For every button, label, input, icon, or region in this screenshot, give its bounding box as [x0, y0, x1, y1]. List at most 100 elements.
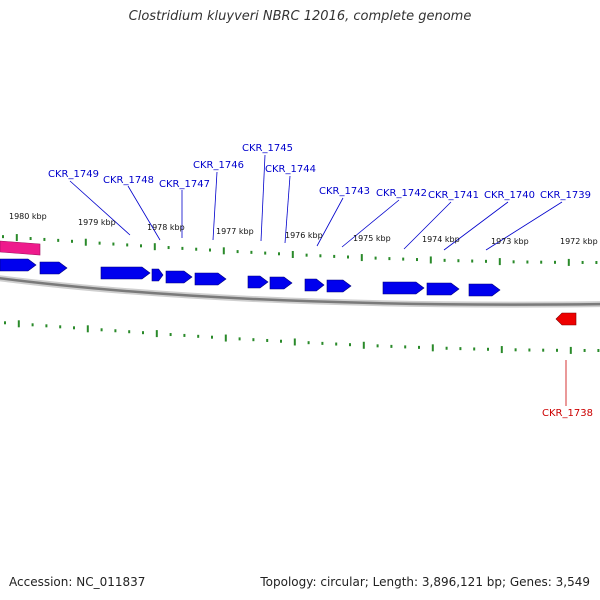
- tick-mark: [583, 348, 586, 352]
- tick-mark: [542, 348, 545, 352]
- tick-mark: [73, 326, 75, 330]
- tick-mark: [195, 247, 198, 251]
- tick-mark: [252, 338, 255, 342]
- gene-label[interactable]: CKR_1743: [319, 186, 370, 197]
- forward-gene-arrow: [468, 283, 501, 297]
- tick-mark: [266, 338, 269, 342]
- tick-mark: [264, 251, 267, 255]
- tick-mark: [362, 341, 365, 349]
- tick-mark: [526, 260, 529, 264]
- leader-line: [260, 154, 266, 242]
- forward-gene-arrow: [326, 279, 352, 293]
- tick-mark: [183, 333, 186, 337]
- tick-marks-inner: [4, 320, 600, 354]
- tick-mark: [84, 238, 87, 246]
- tick-mark: [181, 246, 184, 250]
- tick-mark: [59, 325, 62, 329]
- scale-labels: 1980 kbp 1979 kbp 1978 kbp 1977 kbp 1976…: [9, 212, 598, 246]
- tick-mark: [335, 342, 338, 346]
- tick-mark: [293, 338, 296, 346]
- tick-mark: [319, 254, 322, 258]
- gene-label[interactable]: CKR_1746: [193, 160, 244, 171]
- leader-line: [127, 185, 161, 241]
- leader-line: [403, 201, 452, 250]
- scale-label: 1978 kbp: [147, 223, 185, 232]
- scale-label: 1974 kbp: [422, 235, 460, 244]
- gene-label[interactable]: CKR_1741: [428, 190, 479, 201]
- reverse-gene-arrow: [555, 312, 577, 326]
- tick-mark: [487, 347, 489, 351]
- tick-mark: [250, 250, 253, 254]
- forward-gene-arrow: [0, 258, 37, 272]
- tick-mark: [333, 254, 336, 258]
- tick-mark: [307, 341, 310, 345]
- tick-mark: [443, 258, 446, 262]
- forward-gene-arrow: [165, 270, 193, 284]
- leader-line: [316, 197, 344, 247]
- tick-mark: [114, 329, 117, 333]
- tick-mark: [153, 243, 156, 251]
- tick-mark: [374, 256, 377, 260]
- forward-gene-arrow: [194, 272, 227, 286]
- tick-mark: [347, 255, 349, 259]
- gene-label[interactable]: CKR_1739: [540, 190, 591, 201]
- tick-mark: [197, 334, 200, 338]
- tick-mark: [128, 330, 131, 334]
- tick-mark: [569, 346, 572, 354]
- tick-mark: [238, 337, 241, 341]
- gene-label[interactable]: CKR_1744: [265, 164, 316, 175]
- tick-mark: [528, 348, 531, 352]
- tick-mark: [431, 344, 434, 352]
- gene-label[interactable]: CKR_1749: [48, 169, 99, 180]
- gene-label[interactable]: CKR_1748: [103, 175, 154, 186]
- tick-mark: [597, 348, 600, 352]
- tick-mark: [112, 242, 115, 246]
- scale-label: 1976 kbp: [285, 231, 323, 240]
- tick-mark: [485, 259, 487, 263]
- gene-label[interactable]: CKR_1742: [376, 188, 427, 199]
- gene-label[interactable]: CKR_1747: [159, 179, 210, 190]
- tick-mark: [209, 248, 211, 252]
- forward-gene-arrow: [382, 281, 425, 295]
- tick-mark: [404, 345, 407, 349]
- tick-mark: [321, 341, 324, 345]
- gene-label[interactable]: CKR_1745: [242, 143, 293, 154]
- tick-mark: [140, 244, 142, 248]
- tick-mark: [31, 323, 34, 327]
- tick-mark: [236, 250, 239, 254]
- tick-mark: [29, 237, 32, 241]
- tick-mark: [169, 333, 172, 337]
- gene-track: [0, 240, 577, 326]
- tick-mark: [98, 241, 101, 245]
- tick-mark: [376, 344, 379, 348]
- tick-mark: [514, 348, 517, 352]
- scale-label: 1972 kbp: [560, 237, 598, 246]
- leader-line: [69, 180, 131, 236]
- gene-label[interactable]: CKR_1740: [484, 190, 535, 201]
- tick-mark: [126, 243, 129, 247]
- gene-labels: CKR_1749 CKR_1748 CKR_1747 CKR_1746 CKR_…: [48, 143, 593, 419]
- tick-mark: [222, 247, 225, 255]
- scale-label: 1977 kbp: [216, 227, 254, 236]
- tick-mark: [459, 347, 462, 351]
- tick-mark: [278, 252, 280, 256]
- tick-mark: [457, 259, 460, 263]
- forward-gene-arrow: [100, 266, 151, 280]
- gene-label[interactable]: CKR_1738: [542, 408, 593, 419]
- accession-text: Accession: NC_011837: [9, 575, 146, 589]
- scale-label: 1975 kbp: [353, 234, 391, 243]
- tick-mark: [224, 334, 227, 342]
- label-leader-lines: [69, 154, 567, 406]
- leader-line: [284, 175, 291, 244]
- tick-mark: [155, 330, 158, 338]
- tick-mark: [390, 344, 393, 348]
- tick-mark: [429, 256, 432, 264]
- tick-mark: [71, 239, 73, 243]
- tick-mark: [15, 234, 18, 242]
- tick-mark: [211, 335, 213, 339]
- map-title: Clostridium kluyveri NBRC 12016, complet…: [128, 9, 472, 24]
- forward-gene-arrow: [151, 268, 164, 282]
- tick-mark: [388, 257, 391, 261]
- forward-gene-arrow: [426, 282, 460, 296]
- tick-mark: [471, 259, 474, 263]
